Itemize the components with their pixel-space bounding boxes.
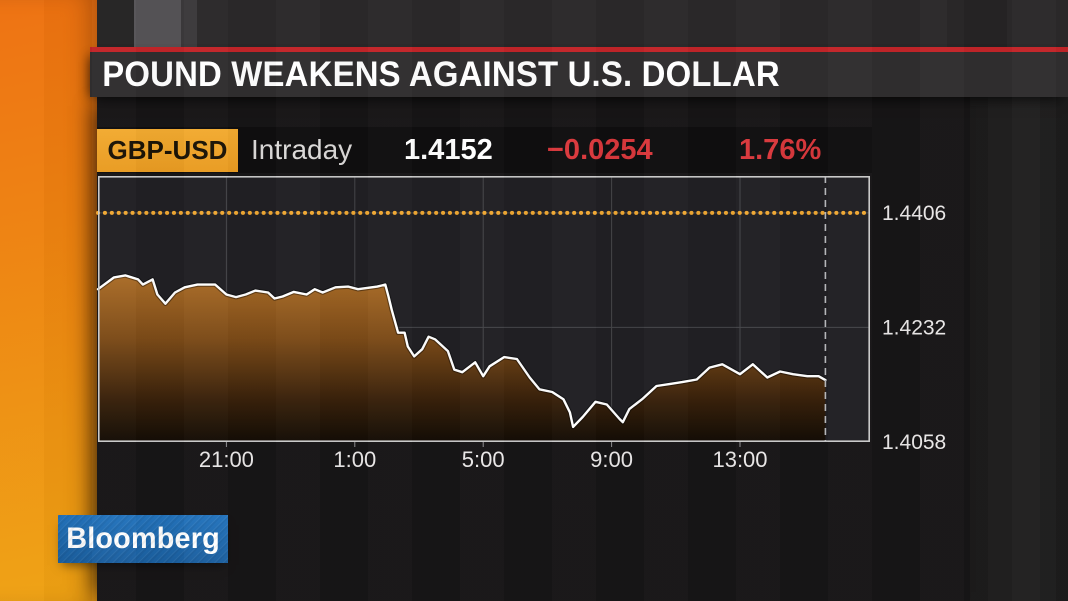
studio-background-top [97,0,1068,47]
ticker-change: −0.0254 [547,134,653,166]
svg-text:1.4232: 1.4232 [882,316,946,339]
background-band [97,0,134,47]
svg-text:9:00: 9:00 [590,447,633,472]
svg-text:5:00: 5:00 [462,447,505,472]
ticker-symbol-badge: GBP-USD [97,129,238,172]
ticker-change-percent: 1.76% [739,134,822,166]
svg-text:21:00: 21:00 [199,447,254,472]
studio-background-right [970,97,1068,601]
background-band [988,97,1040,601]
bloomberg-logo-text: Bloomberg [66,522,220,555]
headline-text: POUND WEAKENS AGAINST U.S. DOLLAR [102,55,780,94]
background-band [181,0,197,47]
svg-text:1.4058: 1.4058 [882,431,946,454]
svg-text:1.4406: 1.4406 [882,202,946,225]
svg-text:13:00: 13:00 [712,447,767,472]
headline-banner: POUND WEAKENS AGAINST U.S. DOLLAR [90,47,1068,97]
ticker-last-price: 1.4152 [404,134,493,166]
ticker-range-label: Intraday [251,134,353,165]
background-band [947,0,1007,47]
svg-text:1:00: 1:00 [333,447,376,472]
price-chart: 21:00 1:00 5:00 9:00 13:00 1.4406 1.4232 1.4058 [96,176,946,472]
studio-backdrop-strip [0,0,97,601]
background-band [134,0,181,47]
bloomberg-logo: Bloomberg [58,515,228,563]
